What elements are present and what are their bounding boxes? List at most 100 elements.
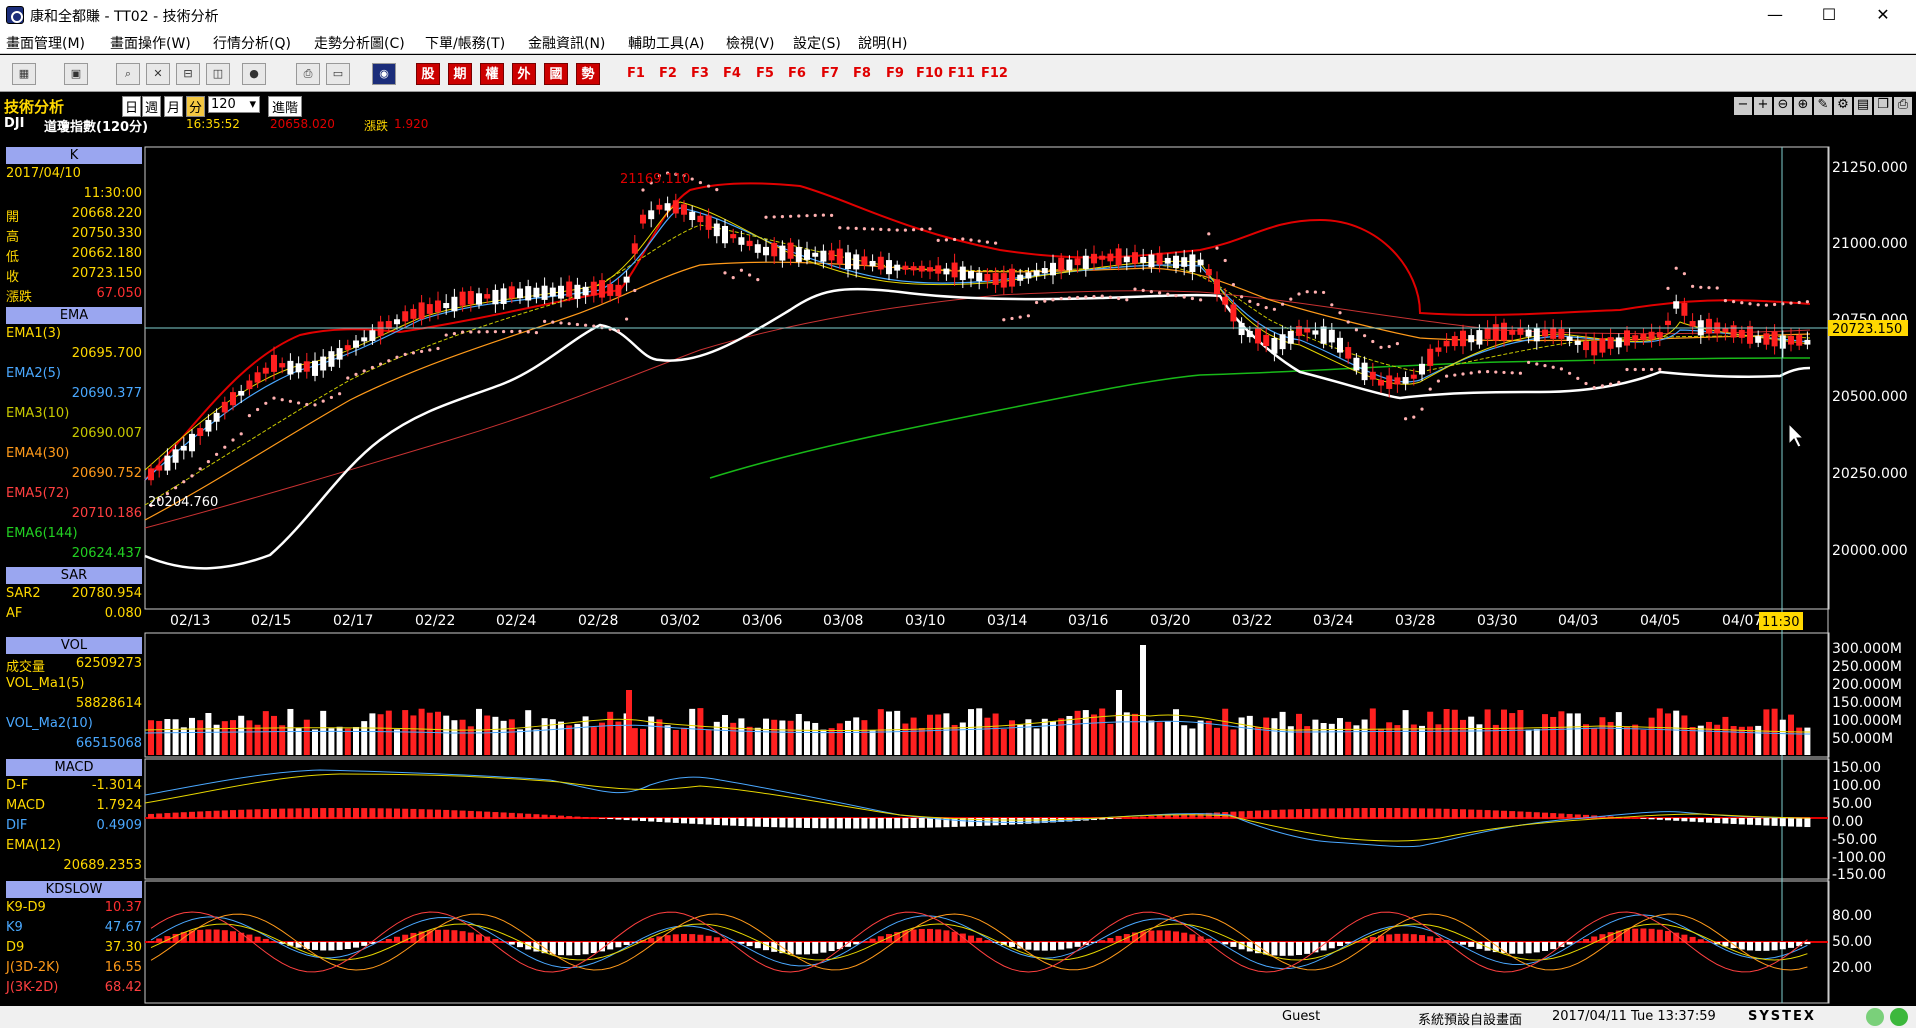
sar-dot xyxy=(756,278,760,282)
chart-icon[interactable]: ▭ xyxy=(326,63,350,85)
macd-bar xyxy=(1509,811,1516,819)
close-button[interactable]: ✕ xyxy=(1876,5,1890,24)
menu-order-account[interactable]: 下單/帳務(T) xyxy=(425,36,506,52)
volume-bar xyxy=(402,710,409,755)
volume-bar xyxy=(213,724,220,755)
grid-icon[interactable]: ⊟ xyxy=(176,63,200,85)
period-day-button[interactable]: 日 xyxy=(122,96,142,117)
kd-bar xyxy=(951,931,958,943)
advanced-button[interactable]: 進階 xyxy=(268,96,303,117)
magnify-minus-icon[interactable]: ⊖ xyxy=(1774,97,1792,115)
date-tick: 04/07 xyxy=(1722,613,1762,629)
ema4-label: EMA4(30) xyxy=(6,446,70,461)
macd-bar xyxy=(525,813,532,819)
volume-bar xyxy=(1287,726,1294,755)
sar-dot xyxy=(1420,407,1424,411)
f6-key[interactable]: F6 xyxy=(788,66,806,81)
volume-bar xyxy=(1107,723,1114,755)
volume-bar xyxy=(1091,714,1097,755)
macd-bar xyxy=(927,818,933,828)
kd-bar xyxy=(599,942,605,952)
macd-bar xyxy=(549,815,556,819)
monitor-icon[interactable]: ▣ xyxy=(64,63,88,85)
macd-bar xyxy=(1091,818,1097,821)
volume-bar xyxy=(1517,710,1524,755)
futures-button[interactable]: 期 xyxy=(448,63,472,85)
minimize-button[interactable]: — xyxy=(1767,5,1783,24)
candle-body xyxy=(1033,270,1040,276)
period-minute-button[interactable]: 分 xyxy=(186,96,206,117)
intl-button[interactable]: 國 xyxy=(544,63,568,85)
menu-quote-analysis[interactable]: 行情分析(Q) xyxy=(213,36,291,52)
copy-icon[interactable]: ❐ xyxy=(1874,97,1892,115)
trend-button[interactable]: 勢 xyxy=(576,63,600,85)
macd-bar xyxy=(935,818,942,828)
cursor-time-bg xyxy=(1759,612,1803,630)
period-week-button[interactable]: 週 xyxy=(142,96,162,117)
candle-body xyxy=(1583,341,1589,351)
f9-key[interactable]: F9 xyxy=(886,66,904,81)
candle-body xyxy=(910,266,917,271)
options-button[interactable]: 權 xyxy=(480,63,504,85)
f12-key[interactable]: F12 xyxy=(981,66,1008,81)
menu-view[interactable]: 檢視(V) xyxy=(726,36,775,52)
magnify-plus-icon[interactable]: ⊕ xyxy=(1794,97,1812,115)
volume-bar xyxy=(771,719,778,755)
sar-dot xyxy=(477,330,481,334)
volume-bar xyxy=(279,725,286,755)
cancel-icon[interactable]: ✕ xyxy=(146,63,170,85)
sar-dot xyxy=(764,215,768,219)
logo-icon[interactable]: ◉ xyxy=(372,63,396,85)
zoom-out-icon[interactable]: − xyxy=(1734,97,1752,115)
macd-bar xyxy=(492,812,499,819)
kd-bar xyxy=(713,937,720,943)
date-tick: 03/24 xyxy=(1313,613,1353,629)
menu-screen-manage[interactable]: 畫面管理(M) xyxy=(6,36,86,52)
kd-bar xyxy=(295,942,302,948)
layout-icon[interactable]: ▦ xyxy=(12,63,36,85)
zoom-icon[interactable]: ⌕ xyxy=(116,63,140,85)
f10-key[interactable]: F10 xyxy=(916,66,943,81)
foreign-button[interactable]: 外 xyxy=(512,63,536,85)
f11-key[interactable]: F11 xyxy=(948,66,975,81)
volume-bar xyxy=(1304,726,1311,755)
print-icon[interactable]: ⎙ xyxy=(296,63,320,85)
d9-line xyxy=(150,923,1808,961)
menu-help[interactable]: 說明(H) xyxy=(858,36,908,52)
count-select[interactable]: 120 ▾ xyxy=(208,96,260,113)
f4-key[interactable]: F4 xyxy=(723,66,741,81)
zoom-in-icon[interactable]: + xyxy=(1754,97,1772,115)
menu-screen-operate[interactable]: 畫面操作(W) xyxy=(110,36,191,52)
f8-key[interactable]: F8 xyxy=(853,66,871,81)
f7-key[interactable]: F7 xyxy=(821,66,839,81)
menu-settings[interactable]: 設定(S) xyxy=(793,36,841,52)
f3-key[interactable]: F3 xyxy=(691,66,709,81)
macd-bar xyxy=(1066,818,1073,822)
period-month-button[interactable]: 月 xyxy=(164,96,184,117)
volume-bar xyxy=(246,720,253,755)
sar-dot xyxy=(1108,295,1112,299)
draw-tool-icon[interactable]: ✎ xyxy=(1814,97,1832,115)
print-icon[interactable]: ⎙ xyxy=(1894,97,1912,115)
f5-key[interactable]: F5 xyxy=(756,66,774,81)
split-icon[interactable]: ◫ xyxy=(206,63,230,85)
maximize-button[interactable]: ☐ xyxy=(1821,5,1837,24)
sar-dot xyxy=(805,214,809,218)
macd-bar xyxy=(1665,818,1671,821)
f2-key[interactable]: F2 xyxy=(659,66,677,81)
macd-bar xyxy=(426,809,433,819)
kd-bar xyxy=(1361,938,1368,943)
candle-body xyxy=(984,273,991,281)
menu-trend-chart[interactable]: 走勢分析圖(C) xyxy=(314,36,405,52)
f1-key[interactable]: F1 xyxy=(627,66,645,81)
menu-financial-info[interactable]: 金融資訊(N) xyxy=(528,36,606,52)
menu-tools[interactable]: 輔助工具(A) xyxy=(628,36,705,52)
bollinger-lower xyxy=(144,287,1811,570)
settings-icon[interactable]: ⚙ xyxy=(1834,97,1852,115)
coin-icon[interactable]: ● xyxy=(242,63,266,85)
save-icon[interactable]: ▤ xyxy=(1854,97,1872,115)
k9-value: 47.67 xyxy=(104,920,142,935)
kd-bar xyxy=(804,942,810,955)
stock-button[interactable]: 股 xyxy=(416,63,440,85)
